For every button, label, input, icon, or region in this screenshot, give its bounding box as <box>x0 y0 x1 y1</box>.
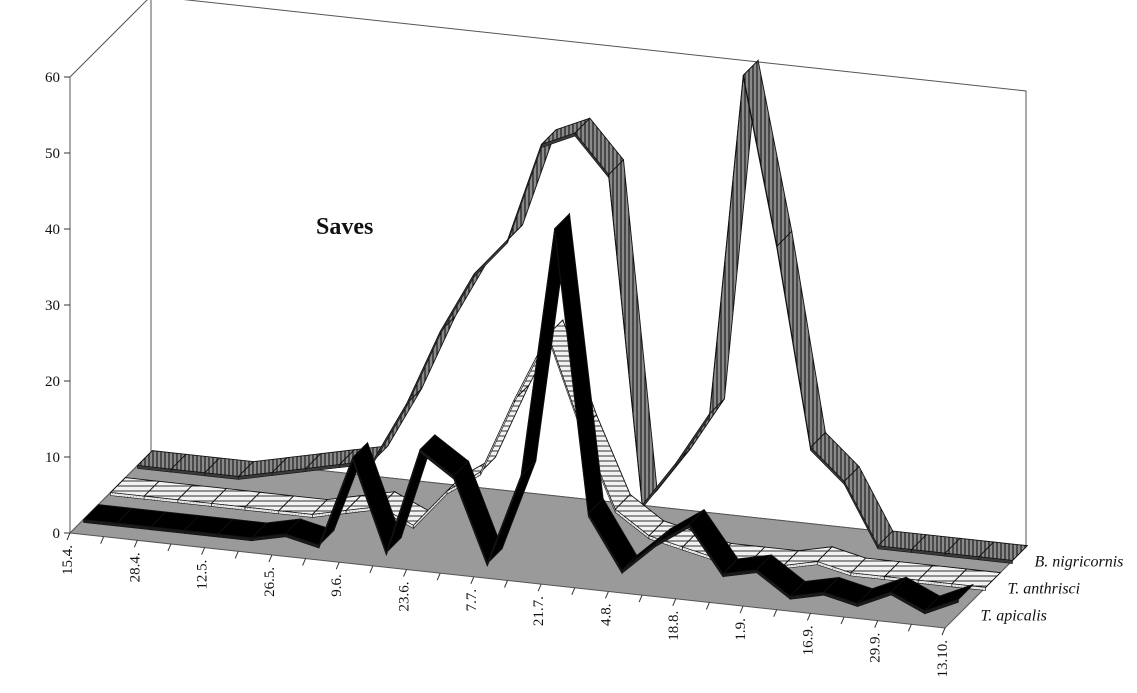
y-axis: 0 10 20 30 40 50 60 <box>45 70 70 542</box>
series-label: B. nigricornis <box>1035 554 1124 571</box>
x-tick-label: 9.6. <box>329 574 345 597</box>
y-tick-label: 60 <box>45 70 60 86</box>
y-tick-label: 30 <box>45 298 60 314</box>
x-tick-mark <box>67 533 70 540</box>
x-tick-mark <box>471 577 474 584</box>
x-tick-mark <box>942 628 945 635</box>
x-tick-mark <box>572 588 575 595</box>
x-tick-mark <box>841 617 844 624</box>
x-tick-mark <box>740 606 743 613</box>
x-tick-mark <box>875 621 878 628</box>
x-tick-mark <box>370 566 373 573</box>
x-tick-label: 7.7. <box>464 589 480 612</box>
x-tick-label: 23.6. <box>397 582 413 612</box>
series-label: T. anthrisci <box>1008 581 1081 598</box>
y-tick-label: 50 <box>45 146 60 162</box>
x-tick-mark <box>101 537 104 544</box>
x-tick-label: 26.5. <box>262 567 278 597</box>
x-tick-label: 16.9. <box>800 625 816 655</box>
x-tick-label: 15.4. <box>60 545 76 575</box>
x-tick-mark <box>673 599 676 606</box>
y-tick-label: 10 <box>45 450 60 466</box>
x-tick-mark <box>437 573 440 580</box>
x-tick-mark <box>134 540 137 547</box>
series-label: T. apicalis <box>981 608 1047 625</box>
x-tick-label: 21.7. <box>531 596 547 626</box>
chart-title: Saves <box>316 214 373 240</box>
y-tick-label: 20 <box>45 374 60 390</box>
x-tick-label: 4.8. <box>598 603 614 626</box>
x-tick-label: 29.9. <box>868 633 884 663</box>
x-tick-label: 28.4. <box>127 552 143 582</box>
x-tick-mark <box>168 544 171 551</box>
x-tick-mark <box>639 595 642 602</box>
x-tick-mark <box>706 602 709 609</box>
x-tick-label: 1.9. <box>733 618 749 641</box>
y-tick-label: 40 <box>45 222 60 238</box>
x-tick-mark <box>807 613 810 620</box>
x-tick-mark <box>336 562 339 569</box>
side-wall <box>70 0 151 533</box>
x-tick-label: 13.10. <box>935 640 951 678</box>
x-tick-label: 18.8. <box>666 611 682 641</box>
x-tick-mark <box>303 559 306 566</box>
x-tick-mark <box>202 548 205 555</box>
x-tick-mark <box>774 610 777 617</box>
x-tick-mark <box>404 570 407 577</box>
x-tick-mark <box>269 555 272 562</box>
x-tick-mark <box>605 591 608 598</box>
y-tick-label: 0 <box>53 526 61 542</box>
x-tick-label: 12.5. <box>195 560 211 590</box>
x-tick-mark <box>538 584 541 591</box>
x-tick-mark <box>505 581 508 588</box>
x-tick-mark <box>235 551 238 558</box>
x-tick-mark <box>908 624 911 631</box>
